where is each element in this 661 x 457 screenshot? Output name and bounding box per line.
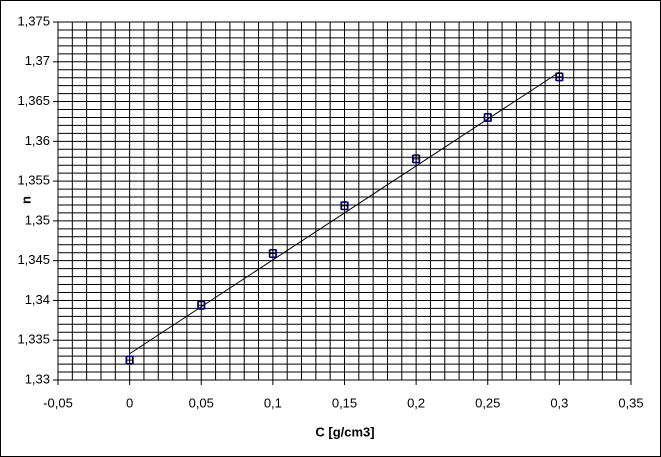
point — [340, 201, 349, 210]
x-tick-label: 0 — [126, 395, 133, 410]
y-tick-label: 1,375 — [17, 13, 50, 28]
x-axis-label: C [g/cm3] — [315, 424, 374, 439]
point — [125, 356, 134, 365]
x-error-bar — [341, 202, 348, 209]
x-tick-label: 0,15 — [332, 395, 357, 410]
point — [483, 113, 492, 122]
x-tick-label: 0,05 — [189, 395, 214, 410]
y-axis-label: n — [18, 196, 33, 204]
x-error-bar — [556, 73, 563, 80]
y-tick-label: 1,365 — [17, 93, 50, 108]
point — [412, 154, 421, 163]
x-error-bar — [197, 302, 205, 309]
x-error-bar — [484, 114, 492, 121]
x-tick-label: 0,2 — [407, 395, 425, 410]
y-tick-label: 1,345 — [17, 252, 50, 267]
x-tick-label: 0,3 — [550, 395, 568, 410]
y-tick-label: 1,35 — [25, 212, 50, 227]
x-tick-label: -0,05 — [43, 395, 73, 410]
x-error-bar — [269, 250, 277, 257]
y-tick-label: 1,335 — [17, 332, 50, 347]
x-tick-label: 0,35 — [618, 395, 643, 410]
x-tick-label: 0,25 — [475, 395, 500, 410]
y-tick-label: 1,355 — [17, 173, 50, 188]
y-tick-label: 1,34 — [25, 292, 50, 307]
y-tick-label: 1,37 — [25, 53, 50, 68]
y-tick-label: 1,36 — [25, 133, 50, 148]
x-error-bar — [126, 357, 133, 364]
point — [268, 249, 277, 258]
y-tick-label: 1,33 — [25, 371, 50, 386]
point — [555, 72, 564, 81]
point — [197, 301, 206, 310]
x-tick-label: 0,1 — [264, 395, 282, 410]
x-error-bar — [412, 155, 420, 162]
